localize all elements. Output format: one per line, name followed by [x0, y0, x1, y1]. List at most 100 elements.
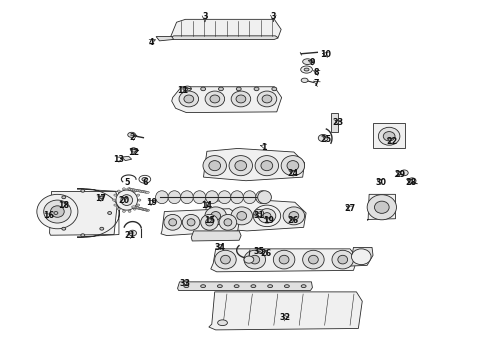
- Text: 31: 31: [253, 211, 264, 220]
- Ellipse shape: [131, 148, 137, 152]
- Text: 20: 20: [118, 195, 129, 204]
- Ellipse shape: [137, 204, 140, 206]
- Text: 29: 29: [395, 170, 406, 179]
- Ellipse shape: [133, 208, 136, 210]
- Ellipse shape: [244, 250, 266, 269]
- Text: 35: 35: [253, 247, 264, 256]
- Ellipse shape: [128, 188, 131, 190]
- Text: 12: 12: [128, 148, 139, 157]
- Text: 9: 9: [310, 58, 315, 67]
- Ellipse shape: [219, 87, 223, 91]
- Text: 10: 10: [320, 50, 331, 59]
- Ellipse shape: [301, 78, 308, 82]
- Ellipse shape: [261, 161, 273, 171]
- Ellipse shape: [139, 207, 143, 210]
- Text: 3: 3: [202, 12, 208, 21]
- Ellipse shape: [130, 189, 134, 191]
- Text: 1: 1: [261, 143, 267, 152]
- Text: 13: 13: [114, 156, 124, 165]
- Ellipse shape: [184, 285, 189, 288]
- Ellipse shape: [137, 194, 140, 196]
- Ellipse shape: [215, 250, 236, 269]
- Ellipse shape: [62, 227, 66, 230]
- Ellipse shape: [201, 215, 218, 230]
- Text: 4: 4: [148, 38, 154, 47]
- Ellipse shape: [144, 209, 148, 211]
- Ellipse shape: [122, 188, 125, 190]
- Ellipse shape: [224, 219, 232, 226]
- Ellipse shape: [128, 188, 132, 190]
- Ellipse shape: [137, 207, 141, 209]
- Ellipse shape: [169, 219, 176, 226]
- Polygon shape: [156, 37, 173, 41]
- Ellipse shape: [133, 190, 136, 192]
- Ellipse shape: [235, 161, 246, 171]
- Text: 7: 7: [313, 79, 318, 88]
- Ellipse shape: [118, 190, 121, 192]
- Ellipse shape: [187, 219, 195, 226]
- Ellipse shape: [303, 250, 324, 269]
- Ellipse shape: [231, 191, 244, 204]
- Ellipse shape: [263, 212, 273, 220]
- Ellipse shape: [134, 189, 138, 192]
- Ellipse shape: [408, 178, 416, 184]
- Polygon shape: [161, 209, 240, 235]
- Polygon shape: [331, 113, 338, 132]
- Ellipse shape: [168, 191, 181, 204]
- Ellipse shape: [127, 188, 131, 190]
- Text: 30: 30: [375, 177, 386, 186]
- Ellipse shape: [146, 191, 149, 193]
- Ellipse shape: [205, 207, 226, 225]
- Ellipse shape: [121, 195, 133, 206]
- Ellipse shape: [255, 156, 278, 176]
- Text: 14: 14: [201, 201, 212, 210]
- Ellipse shape: [132, 189, 136, 191]
- Ellipse shape: [143, 208, 147, 211]
- Ellipse shape: [234, 285, 239, 288]
- Text: 25: 25: [320, 135, 331, 144]
- Ellipse shape: [100, 227, 104, 230]
- Ellipse shape: [236, 95, 246, 103]
- Ellipse shape: [258, 209, 276, 223]
- Ellipse shape: [244, 256, 254, 263]
- Ellipse shape: [284, 285, 289, 288]
- Ellipse shape: [129, 230, 137, 236]
- Polygon shape: [209, 292, 362, 330]
- Ellipse shape: [374, 201, 389, 213]
- Text: 19: 19: [146, 198, 157, 207]
- Text: 15: 15: [204, 216, 215, 225]
- Ellipse shape: [193, 191, 206, 204]
- Ellipse shape: [142, 177, 148, 181]
- Polygon shape: [177, 282, 313, 291]
- Ellipse shape: [367, 195, 396, 220]
- Text: 8: 8: [313, 68, 318, 77]
- Text: 34: 34: [214, 243, 225, 252]
- Ellipse shape: [132, 206, 136, 208]
- Ellipse shape: [140, 208, 144, 210]
- Polygon shape: [349, 247, 373, 266]
- Ellipse shape: [250, 255, 260, 264]
- Ellipse shape: [210, 95, 220, 103]
- Ellipse shape: [114, 204, 117, 206]
- Ellipse shape: [183, 87, 188, 91]
- Ellipse shape: [179, 91, 198, 107]
- Ellipse shape: [206, 219, 214, 226]
- Ellipse shape: [304, 68, 309, 71]
- Polygon shape: [373, 123, 405, 148]
- Text: 17: 17: [96, 194, 106, 203]
- Text: 6: 6: [142, 177, 147, 186]
- Ellipse shape: [201, 285, 206, 288]
- Text: 26: 26: [260, 249, 271, 258]
- Polygon shape: [203, 148, 305, 181]
- Ellipse shape: [268, 285, 272, 288]
- Ellipse shape: [318, 134, 328, 141]
- Ellipse shape: [257, 91, 277, 107]
- Ellipse shape: [81, 189, 85, 192]
- Ellipse shape: [254, 210, 264, 217]
- Polygon shape: [191, 231, 241, 241]
- Ellipse shape: [273, 250, 295, 269]
- Ellipse shape: [383, 132, 395, 141]
- Ellipse shape: [50, 206, 64, 217]
- Ellipse shape: [237, 212, 246, 220]
- Text: 5: 5: [124, 177, 129, 186]
